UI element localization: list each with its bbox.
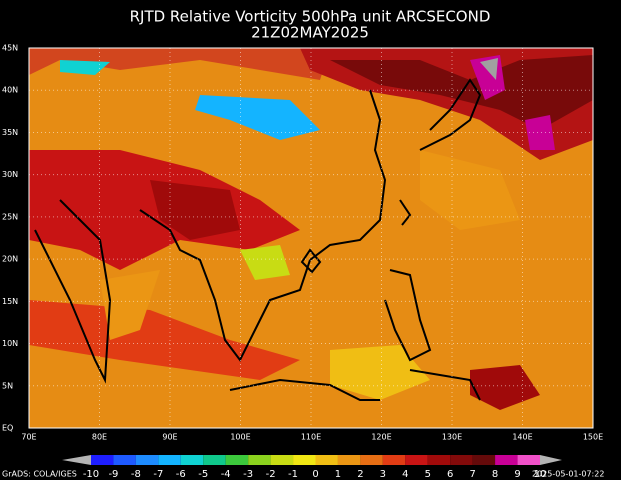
colorbar-label: -4 [221, 469, 231, 480]
colorbar-label: -3 [243, 469, 253, 480]
coastline [384, 269, 432, 362]
colorbar: -10 -9 -8 -7 -6 -5 -4 -3 -2 -1 0 1 2 3 4 5 6 7 8 9 10 [62, 455, 562, 480]
colorbar-arrow [62, 455, 91, 465]
lat-label: 5N [2, 381, 13, 390]
colorbar-box [225, 455, 249, 465]
map-frame [28, 47, 594, 429]
colorbar-box [337, 455, 361, 465]
colorbar-label: 6 [447, 469, 453, 480]
field-patch [29, 300, 300, 380]
lon-label: 120E [371, 433, 391, 442]
colorbar-box [517, 455, 540, 465]
colorbar-arrow [540, 455, 562, 465]
field-patch [420, 150, 520, 230]
colorbar-box [158, 455, 181, 465]
colorbar-label: 1 [335, 469, 341, 480]
field-patch [60, 60, 110, 75]
subtitle: 21Z02MAY2025 [251, 24, 369, 42]
coastlines [34, 78, 482, 401]
colorbar-box [360, 455, 383, 465]
credit: GrADS: COLA/IGES [2, 470, 77, 479]
lat-label: 30N [2, 170, 18, 179]
colorbar-label: -10 [83, 469, 99, 480]
coastline [139, 89, 387, 362]
colorbar-box [135, 455, 159, 465]
colorbar-label: -9 [108, 469, 118, 480]
colorbar-label: -8 [131, 469, 141, 480]
field-patch [525, 115, 555, 150]
lon-label: 70E [21, 433, 36, 442]
lat-label: 45N [2, 44, 18, 53]
colorbar-box [180, 455, 204, 465]
coastline [399, 199, 412, 226]
lat-label: 10N [2, 339, 18, 348]
title: RJTD Relative Vorticity 500hPa unit ARCS… [130, 8, 491, 26]
colorbar-label: 9 [514, 469, 520, 480]
timestamp: 2025-05-01-07:22 [532, 470, 604, 479]
colorbar-label: -1 [288, 469, 298, 480]
coastline [419, 78, 482, 151]
colorbar-label: 4 [402, 469, 408, 480]
coastline [229, 378, 380, 401]
colorbar-box [405, 455, 428, 465]
lat-label: 25N [2, 212, 18, 221]
colorbar-label: -5 [198, 469, 208, 480]
lat-label: 20N [2, 255, 18, 264]
lon-label: 80E [92, 433, 107, 442]
lon-label: 130E [442, 433, 462, 442]
colorbar-label: -7 [153, 469, 163, 480]
grid [29, 48, 593, 428]
field-patch [195, 95, 320, 140]
field-patch [100, 270, 160, 340]
lon-label: 110E [301, 433, 321, 442]
colorbar-label: 3 [380, 469, 386, 480]
lat-label: 35N [2, 128, 18, 137]
colorbar-box [427, 455, 451, 465]
lon-label: 150E [583, 433, 603, 442]
field-patch [29, 48, 330, 80]
colorbar-box [248, 455, 271, 465]
field-patch [480, 58, 498, 80]
lon-label: 90E [162, 433, 177, 442]
lat-label: 15N [2, 297, 18, 306]
colorbar-box [203, 455, 226, 465]
colorbar-box [270, 455, 294, 465]
colorbar-label: 8 [492, 469, 498, 480]
field-patch [240, 245, 290, 280]
colorbar-box [113, 455, 136, 465]
field-patch [150, 180, 240, 240]
lat-label: EQ [2, 424, 13, 433]
colorbar-label: 0 [312, 469, 318, 480]
colorbar-box [472, 455, 496, 465]
colorbar-box [315, 455, 338, 465]
coastline [34, 199, 112, 384]
colorbar-box [495, 455, 518, 465]
colorbar-label: 2 [357, 469, 363, 480]
lon-label: 100E [230, 433, 250, 442]
colorbar-box [382, 455, 406, 465]
lon-label: 140E [512, 433, 532, 442]
colorbar-label: -2 [266, 469, 276, 480]
lat-label: 40N [2, 86, 18, 95]
colorbar-box [91, 455, 114, 465]
colorbar-label: 7 [469, 469, 475, 480]
coastline [409, 369, 481, 401]
colorbar-label: 5 [425, 469, 431, 480]
colorbar-box [450, 455, 473, 465]
coastline [300, 248, 322, 274]
colorbar-box [293, 455, 316, 465]
colorbar-label: 10 [534, 469, 547, 480]
colorbar-label: -6 [176, 469, 186, 480]
